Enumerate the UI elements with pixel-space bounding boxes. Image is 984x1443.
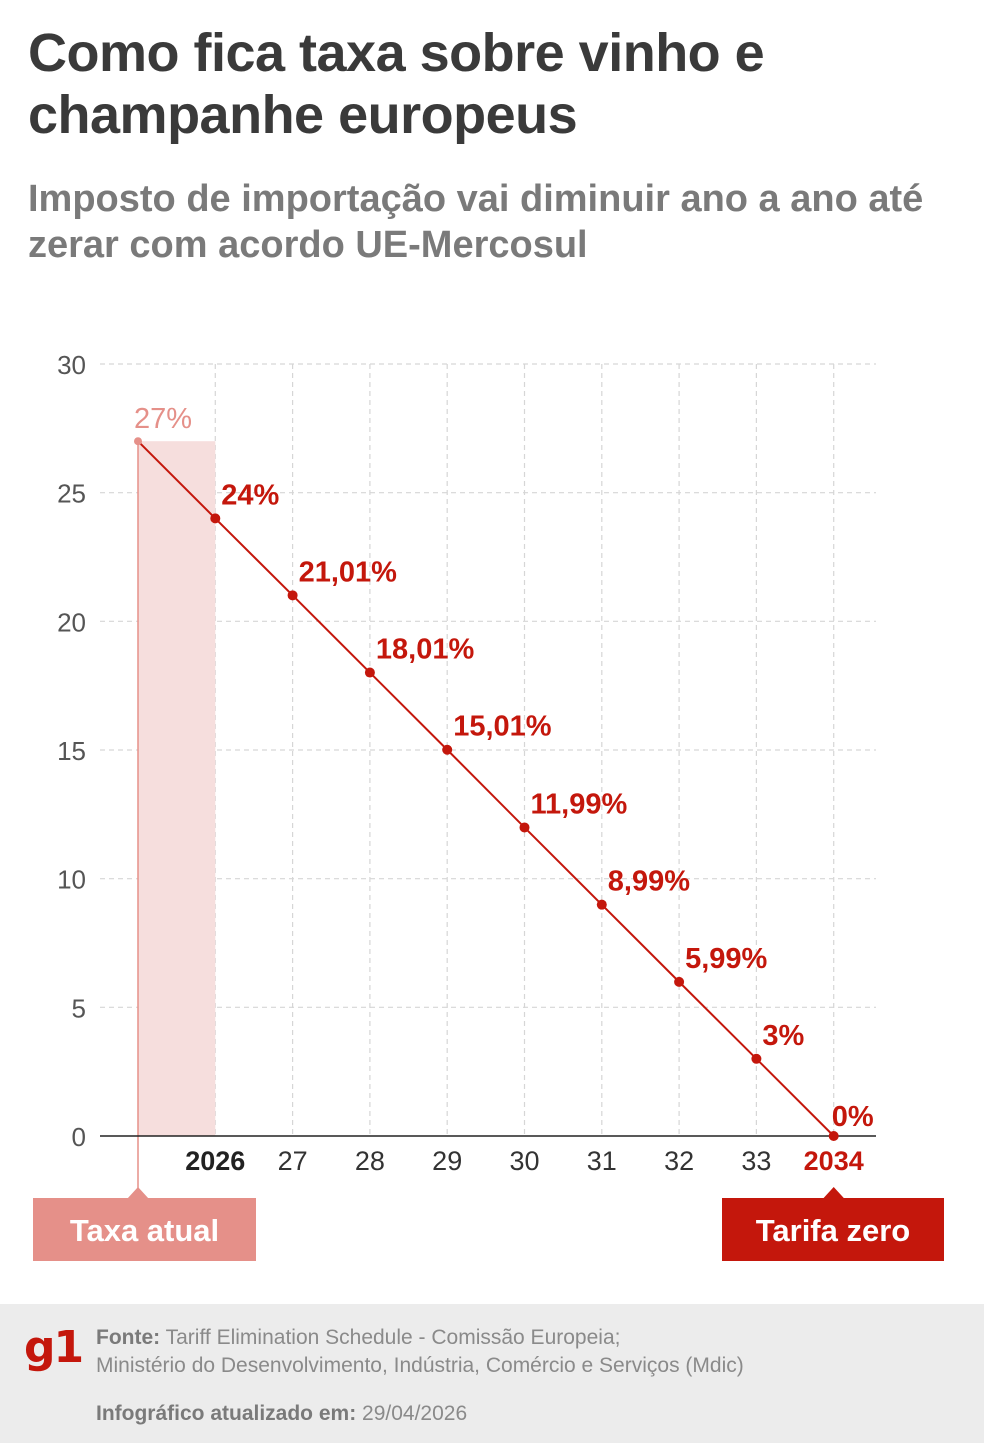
source-label: Fonte: [96,1326,161,1349]
data-point [751,1053,762,1064]
x-tick-label: 27 [278,1146,308,1176]
x-tick-label: 29 [432,1146,462,1176]
y-tick-label: 0 [72,1122,86,1152]
x-tick-label: 30 [509,1146,539,1176]
updated-date: 29/04/2026 [362,1402,468,1425]
callout-arrow-current [127,1187,149,1199]
x-tick-label: 31 [587,1146,617,1176]
data-point [519,822,530,833]
y-tick-label: 30 [57,350,86,380]
data-label: 27% [134,403,192,435]
tariff-line-chart: 0 5 10 15 20 25 30 27% 24% 21,01% 18,01% 15,01% 11,9… [33,350,944,1261]
data-label: 15,01% [453,711,552,743]
source-line-1: Tariff Elimination Schedule - Comissão E… [165,1326,621,1349]
y-tick-label: 25 [57,479,86,509]
source-note: Fonte: Tariff Elimination Schedule - Com… [96,1324,966,1380]
data-point [442,744,453,755]
source-line-2: Ministério do Desenvolvimento, Indústria… [96,1354,744,1377]
current-rate-band [138,441,216,1136]
callout-label-zero: Tarifa zero [756,1213,910,1248]
y-tick-label: 10 [57,865,86,895]
data-label: 5,99% [685,943,767,975]
chart-subtitle: Imposto de importação vai diminuir ano a… [28,178,924,266]
g1-logo: g1 [24,1322,84,1373]
x-tick-label: 32 [664,1146,694,1176]
data-point [596,899,607,910]
x-tick-label: 2034 [804,1146,864,1176]
x-tick-label: 33 [741,1146,771,1176]
y-tick-label: 5 [72,993,86,1023]
data-point [674,976,685,987]
data-point [287,590,298,601]
series-line [137,440,835,1137]
data-point [364,667,375,678]
data-label: 0% [832,1101,874,1133]
data-label: 11,99% [531,788,628,820]
data-point [828,1131,839,1141]
footer: g1 Fonte: Tariff Elimination Schedule - … [0,1304,984,1443]
update-note: Infográfico atualizado em: 29/04/2026 [96,1400,467,1428]
callout-box-current [33,1198,256,1261]
data-point [134,437,142,446]
data-label: 24% [221,479,279,511]
y-tick-label: 15 [57,736,86,766]
x-tick-label: 2026 [185,1146,245,1176]
callout-box-zero [722,1198,944,1261]
callout-label-current: Taxa atual [70,1213,219,1248]
data-label: 18,01% [376,634,475,666]
x-tick-label: 28 [355,1146,385,1176]
data-label: 8,99% [608,866,690,898]
data-label: 21,01% [299,556,398,588]
data-label: 3% [762,1020,804,1052]
updated-label: Infográfico atualizado em: [96,1402,357,1425]
y-tick-label: 20 [57,607,86,637]
chart-title: Como fica taxa sobre vinho e champanhe e… [28,23,765,145]
data-point [210,513,221,524]
callout-arrow-zero [822,1187,845,1199]
